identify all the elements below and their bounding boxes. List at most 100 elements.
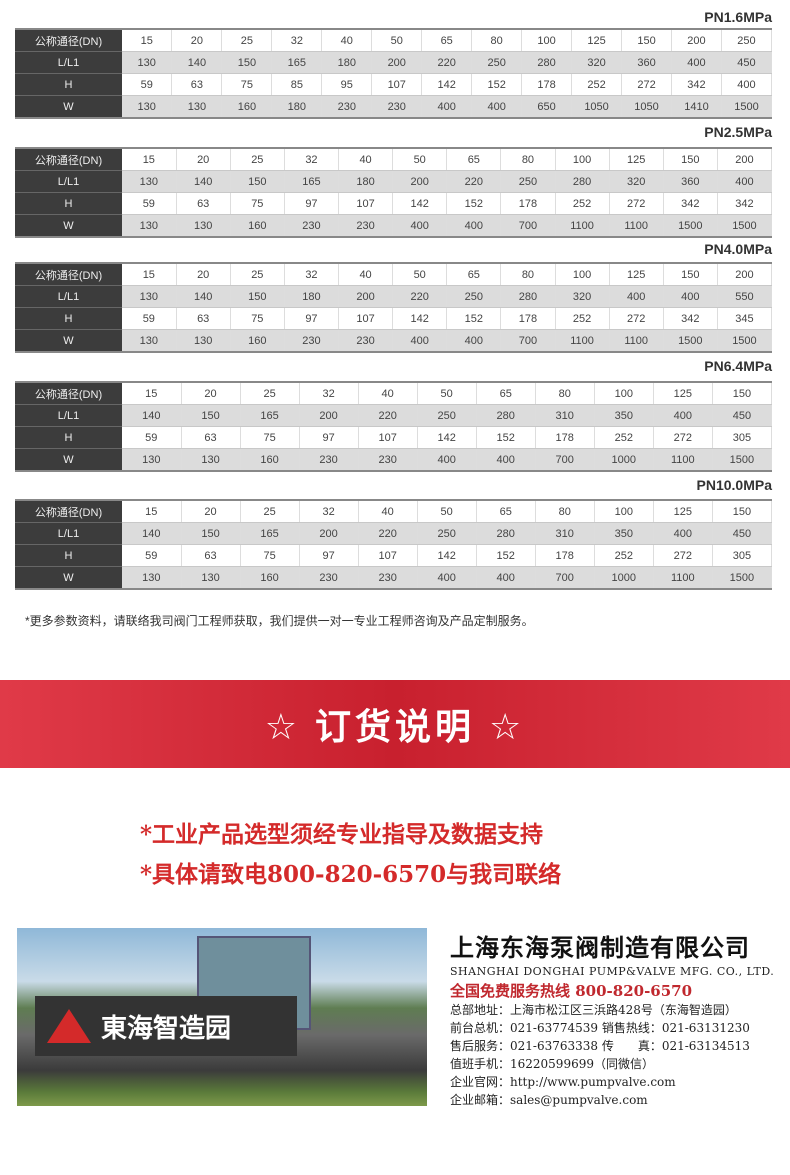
table-cell: 305 [712,544,773,567]
red-line-1: *工业产品选型须经专业指导及数据支持 [140,821,544,848]
table-cell: 152 [446,307,502,330]
table-cell: 180 [338,170,394,193]
table-cell: 40 [338,263,394,286]
table-cell: 107 [371,73,423,96]
table-cell: 85 [271,73,323,96]
table-cell: 140 [171,51,223,74]
table-cell: 140 [176,170,231,193]
row-header: L/L1 [15,522,122,545]
table-cell: 220 [358,522,418,545]
table-cell: 20 [181,500,241,523]
table-cell: 152 [476,544,536,567]
table-cell: 80 [471,29,523,52]
table-cell: 15 [122,263,177,286]
table-cell: 250 [446,285,502,308]
table-cell: 250 [417,522,477,545]
table-cell: 50 [392,148,448,171]
table-cell: 130 [181,448,241,472]
table-cell: 350 [594,522,654,545]
row-header: W [15,214,122,238]
table-cell: 1000 [594,566,654,590]
table-cell: 130 [181,566,241,590]
email-link[interactable]: 企业邮箱：sales@pumpvalve.com [450,1093,648,1107]
table-cell: 360 [663,170,718,193]
table-cell: 32 [284,263,340,286]
table-cell: 40 [338,148,394,171]
row-header: W [15,566,122,590]
table-cell: 65 [446,263,502,286]
table-row: H 59 63 75 97 107 142 152 178 252 272 305 [15,544,773,567]
table-cell: 400 [609,285,664,308]
table-cell: 59 [122,426,182,449]
table-cell: 230 [338,214,394,238]
table-cell: 1100 [609,329,664,353]
table-cell: 1500 [717,214,773,238]
table-cell: 32 [284,148,340,171]
pressure-title: PN2.5MPa [704,124,772,140]
table-cell: 100 [521,29,573,52]
table-cell: 140 [122,404,182,427]
table-cell: 305 [712,426,773,449]
spec-table: 公称通径(DN) 15 20 25 32 40 50 65 80 100 125 150 200 250 L… [15,28,773,119]
spec-table: 公称通径(DN) 15 20 25 32 40 50 65 80 100 125 150 L/L1 140… [15,499,773,590]
table-cell: 200 [717,263,773,286]
table-cell: 140 [176,285,231,308]
table-cell: 40 [358,382,418,405]
hotline: 全国免费服务热线 800-820-6570 [450,982,693,1000]
table-cell: 320 [609,170,664,193]
table-cell: 63 [171,73,223,96]
table-cell: 400 [417,448,477,472]
table-cell: 272 [609,192,664,215]
table-cell: 180 [271,95,323,119]
table-cell: 25 [240,382,300,405]
table-cell: 25 [230,148,285,171]
table-cell: 400 [392,329,448,353]
table-cell: 400 [446,214,502,238]
table-cell: 450 [712,404,773,427]
table-cell: 130 [176,214,231,238]
table-cell: 65 [476,500,536,523]
table-cell: 152 [476,426,536,449]
table-cell: 280 [555,170,610,193]
website-link[interactable]: 企业官网：http://www.pumpvalve.com [450,1075,676,1089]
table-cell: 107 [338,307,394,330]
table-cell: 142 [392,192,448,215]
table-cell: 400 [671,51,722,74]
pressure-title: PN6.4MPa [704,358,772,374]
company-name-en: SHANGHAI DONGHAI PUMP&VALVE MFG. CO., LT… [450,965,775,978]
table-cell: 165 [240,522,300,545]
table-cell: 32 [271,29,323,52]
row-header: L/L1 [15,51,122,74]
table-cell: 342 [671,73,722,96]
table-cell: 280 [500,285,556,308]
table-cell: 130 [122,170,177,193]
table-cell: 400 [446,329,502,353]
table-row: 公称通径(DN) 15 20 25 32 40 50 65 80 100 125 150 200 [15,148,773,171]
table-cell: 50 [392,263,448,286]
table-cell: 150 [181,404,241,427]
table-cell: 1100 [653,566,713,590]
table-row: W 130 130 160 230 230 400 400 700 1000 1100 1500 [15,448,773,472]
table-cell: 200 [371,51,423,74]
table-cell: 107 [358,426,418,449]
table-cell: 400 [392,214,448,238]
table-row: L/L1 140 150 165 200 220 250 280 310 350 400 450 [15,522,773,545]
table-cell: 125 [609,148,664,171]
table-cell: 32 [299,382,359,405]
table-cell: 1500 [721,95,773,119]
table-cell: 200 [299,404,359,427]
park-sign: 東海智造园 [35,996,297,1056]
table-cell: 150 [663,263,718,286]
table-cell: 178 [535,426,595,449]
table-row: W 130 130 160 230 230 400 400 700 1100 1100 1500 150… [15,214,773,238]
table-cell: 400 [417,566,477,590]
table-cell: 280 [521,51,573,74]
pressure-title: PN1.6MPa [704,9,772,25]
table-row: 公称通径(DN) 15 20 25 32 40 50 65 80 100 125 150 [15,500,773,523]
table-cell: 700 [500,329,556,353]
table-cell: 150 [230,285,285,308]
table-cell: 15 [122,29,173,52]
table-cell: 125 [609,263,664,286]
table-cell: 400 [717,170,773,193]
table-cell: 178 [500,192,556,215]
